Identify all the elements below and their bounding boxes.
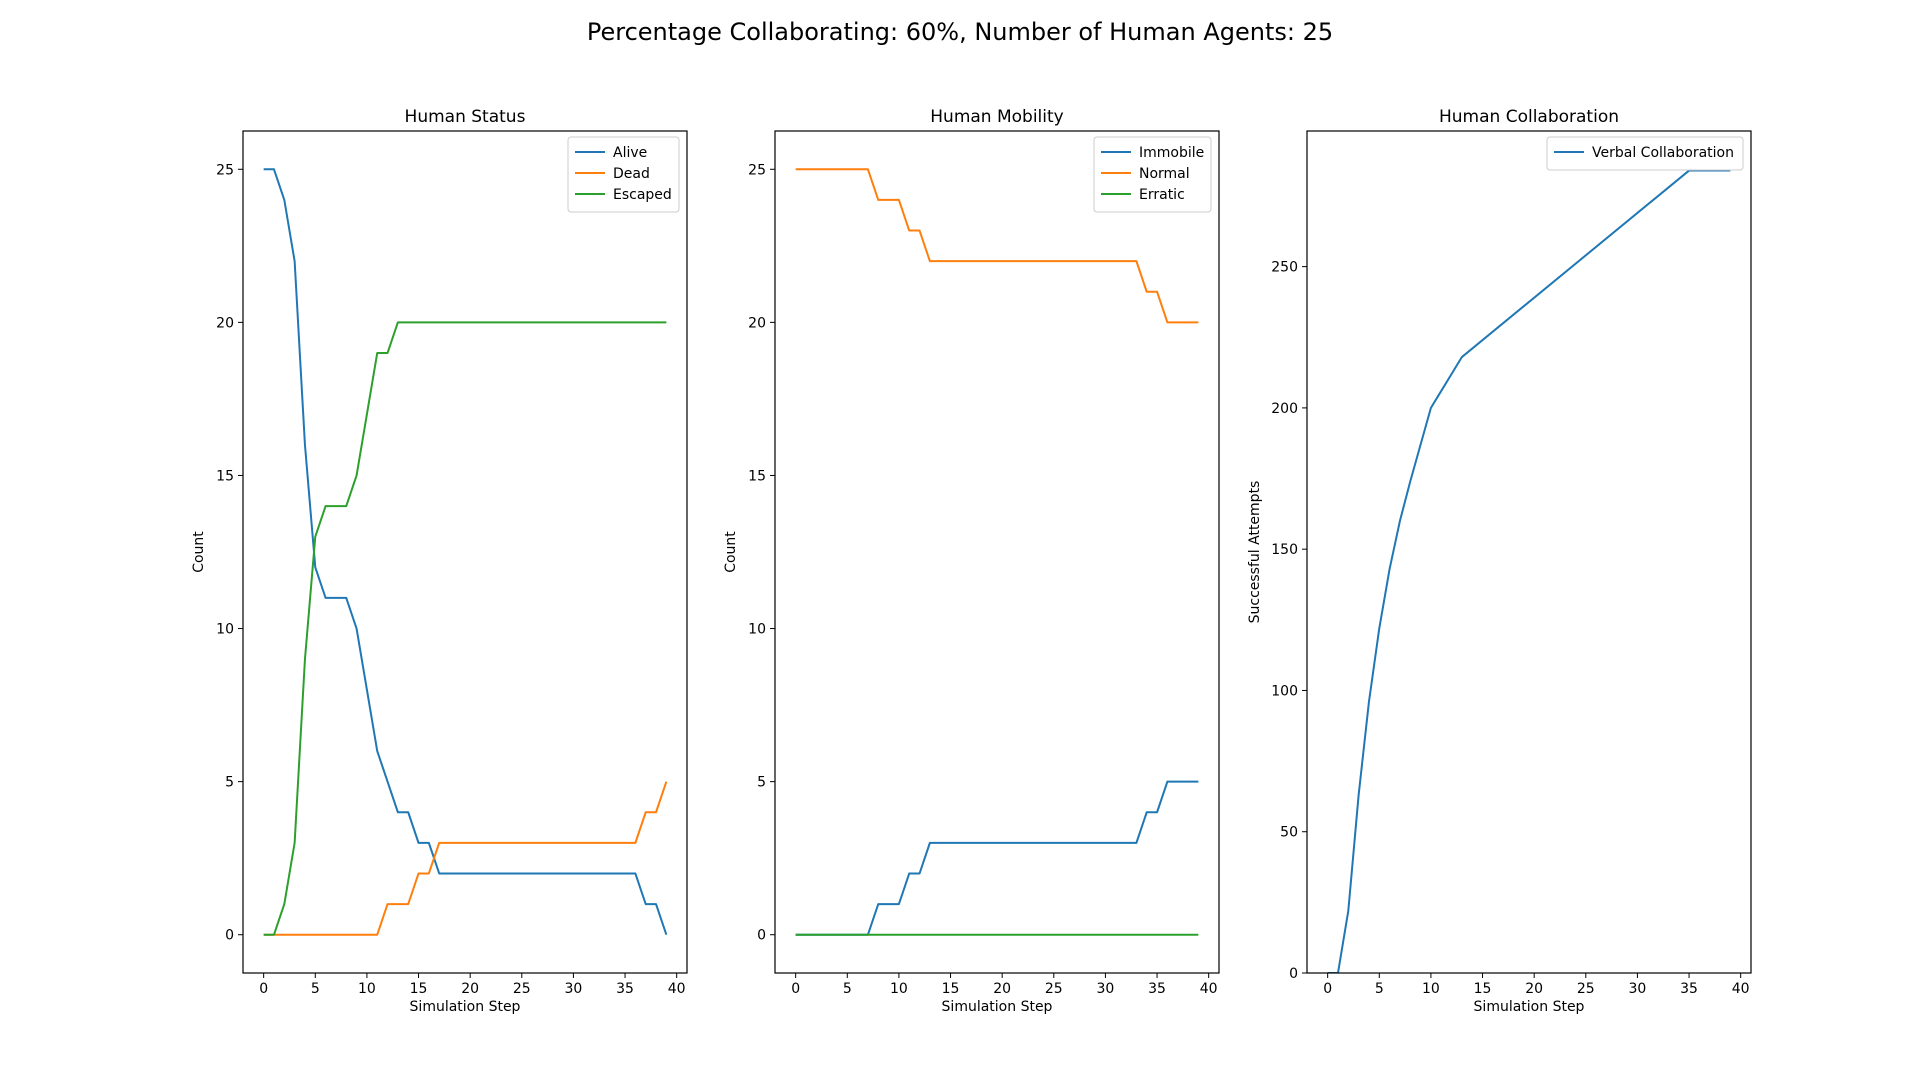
y-tick-label: 0 [225, 928, 234, 944]
x-tick-label: 5 [311, 981, 320, 997]
x-tick-label: 25 [1045, 981, 1063, 997]
y-tick-label: 20 [216, 315, 234, 331]
y-axis-label-mobility: Count [723, 531, 739, 573]
y-tick-label: 0 [1289, 966, 1298, 982]
y-tick-label: 10 [748, 622, 766, 638]
y-tick-label: 250 [1271, 260, 1298, 276]
series-line-normal [795, 168, 1199, 324]
y-tick-label: 150 [1271, 542, 1298, 558]
y-tick-label: 200 [1271, 401, 1298, 417]
x-tick-label: 15 [1474, 981, 1492, 997]
y-tick-label: 15 [216, 468, 234, 484]
panel-title-status: Human Status [405, 107, 526, 127]
x-tick-label: 10 [358, 981, 376, 997]
y-tick-label: 5 [757, 775, 766, 791]
x-tick-label: 40 [1200, 981, 1218, 997]
series-line-verbal-collaboration [1327, 169, 1731, 973]
x-axis-label-mobility: Simulation Step [942, 999, 1053, 1015]
x-tick-label: 20 [1525, 981, 1543, 997]
x-tick-label: 5 [1375, 981, 1384, 997]
series-line-escaped [263, 321, 667, 936]
legend-status: Alive Dead Escaped [567, 136, 680, 213]
x-tick-label: 40 [1732, 981, 1750, 997]
x-tick-label: 20 [461, 981, 479, 997]
x-tick-label: 5 [843, 981, 852, 997]
y-axis-label-collab: Successful Attempts [1247, 481, 1263, 624]
x-axis-label-status: Simulation Step [410, 999, 521, 1015]
panel-mobility: Human Mobility 0 5 10 15 20 25 30 35 40 0 5 10 15 20 25… [723, 107, 1220, 1015]
legend-label-escaped: Escaped [613, 187, 672, 203]
x-axis-label-collab: Simulation Step [1474, 999, 1585, 1015]
panel-collab: Human Collaboration 0 5 10 15 20 25 30 35 40 0 50 10… [1247, 107, 1752, 1015]
panel-status: Human Status 0 5 10 15 20 25 30 35 40 0 5 10 15 20 25 Si… [191, 107, 688, 1015]
panel-title-mobility: Human Mobility [930, 107, 1063, 127]
y-tick-label: 50 [1280, 825, 1298, 841]
x-tick-label: 0 [259, 981, 268, 997]
legend-box [1546, 136, 1744, 171]
x-tick-label: 15 [410, 981, 428, 997]
y-tick-label: 100 [1271, 683, 1298, 699]
y-tick-label: 25 [216, 162, 234, 178]
y-tick-label: 15 [748, 468, 766, 484]
series-line-dead [263, 781, 668, 936]
figure-title: Percentage Collaborating: 60%, Number of… [586, 18, 1334, 46]
legend-label-dead: Dead [613, 166, 650, 182]
y-tick-label: 10 [216, 622, 234, 638]
legend-mobility: Immobile Normal Erratic [1093, 136, 1212, 213]
x-tick-label: 0 [1323, 981, 1332, 997]
axes-frame [242, 130, 688, 974]
legend-label-normal: Normal [1139, 166, 1190, 182]
x-tick-label: 10 [1422, 981, 1440, 997]
x-tick-label: 35 [1680, 981, 1698, 997]
x-tick-label: 40 [668, 981, 686, 997]
y-tick-label: 25 [748, 162, 766, 178]
x-tick-label: 10 [890, 981, 908, 997]
y-axis-label-status: Count [191, 531, 207, 573]
x-tick-label: 25 [1577, 981, 1595, 997]
x-tick-label: 35 [616, 981, 634, 997]
x-tick-label: 35 [1148, 981, 1166, 997]
legend-label-alive: Alive [613, 145, 647, 161]
axes-frame [1306, 130, 1752, 974]
series-line-immobile [795, 780, 1199, 936]
x-tick-label: 0 [791, 981, 800, 997]
series-line-alive [263, 168, 668, 936]
legend-collab: Verbal Collaboration [1546, 136, 1744, 171]
y-tick-label: 5 [225, 775, 234, 791]
panel-title-collab: Human Collaboration [1439, 107, 1619, 127]
x-tick-label: 25 [513, 981, 531, 997]
axes-frame [774, 130, 1220, 974]
x-tick-label: 30 [565, 981, 583, 997]
legend-label-erratic: Erratic [1139, 187, 1185, 203]
y-tick-label: 0 [757, 928, 766, 944]
x-tick-label: 30 [1097, 981, 1115, 997]
x-tick-label: 30 [1629, 981, 1647, 997]
legend-label-verbal-collaboration: Verbal Collaboration [1592, 145, 1734, 161]
x-tick-label: 15 [942, 981, 960, 997]
y-tick-label: 20 [748, 315, 766, 331]
legend-label-immobile: Immobile [1139, 145, 1204, 161]
x-tick-label: 20 [993, 981, 1011, 997]
